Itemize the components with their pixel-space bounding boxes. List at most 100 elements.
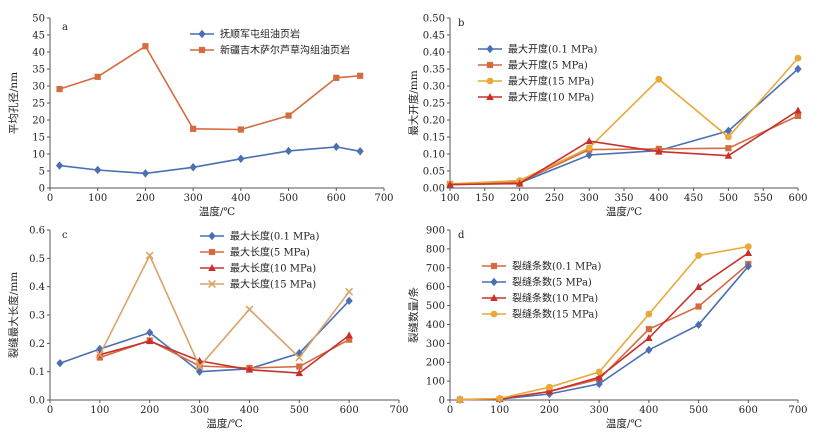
- data-point: [145, 251, 154, 260]
- y-axis-title: 裂缝数量/条: [407, 286, 420, 343]
- y-tick-label: 0.5: [29, 254, 45, 265]
- data-point: [695, 252, 702, 259]
- data-point: [94, 165, 102, 175]
- legend-swatch-marker: [198, 29, 206, 39]
- data-point: [645, 345, 653, 355]
- series-line: [459, 245, 749, 401]
- x-tick-label: 700: [788, 405, 807, 416]
- y-tick-label: 0.00: [423, 184, 445, 195]
- y-tick-label: 0: [439, 396, 445, 407]
- data-point: [190, 125, 197, 132]
- data-point: [694, 283, 703, 291]
- legend-item: 最大长度(5 MPa): [200, 246, 310, 259]
- data-point: [546, 383, 553, 391]
- y-tick-label: 0.05: [423, 167, 445, 178]
- y-tick-label: 500: [426, 301, 445, 312]
- data-point: [285, 112, 292, 119]
- series-line: [449, 115, 799, 185]
- data-point: [595, 379, 603, 389]
- y-tick-label: 25: [32, 99, 45, 110]
- legend-label: 最大开度(5 MPa): [508, 59, 588, 72]
- legend-swatch-marker: [490, 277, 498, 287]
- legend-item: 裂缝条数(0.1 MPa): [482, 260, 601, 273]
- legend-item: 最大开度(15 MPa): [478, 75, 594, 88]
- x-tick-label: 400: [649, 193, 668, 204]
- panel-letter: a: [62, 22, 68, 33]
- y-tick-label: 600: [426, 282, 445, 293]
- x-tick-label: 450: [684, 193, 703, 204]
- y-tick-label: 20: [32, 116, 45, 127]
- panel-letter: d: [458, 230, 465, 241]
- data-point: [545, 387, 554, 395]
- legend: 最大长度(0.1 MPa) 最大长度(5 MPa) 最大长度(10 MPa) 最大长度…: [200, 230, 319, 291]
- legend-swatch-marker: [486, 61, 494, 69]
- data-point: [195, 367, 204, 376]
- legend-label: 裂缝条数(0.1 MPa): [512, 260, 601, 273]
- data-point: [695, 303, 702, 310]
- data-point: [725, 145, 732, 152]
- legend-item: 裂缝条数(5 MPa): [482, 276, 592, 289]
- data-point: [456, 396, 464, 404]
- y-tick-label: 700: [426, 263, 445, 274]
- data-point: [655, 75, 663, 83]
- x-axis-title: 温度/℃: [206, 417, 243, 430]
- y-tick-label: 200: [426, 358, 445, 369]
- legend-label: 最大长度(15 MPa): [230, 278, 316, 291]
- data-point: [245, 305, 254, 314]
- x-tick-label: 200: [510, 193, 529, 204]
- legend-label: 裂缝条数(10 MPa): [512, 292, 598, 305]
- legend: 裂缝条数(0.1 MPa) 裂缝条数(5 MPa) 裂缝条数(10 MPa) 裂缝条数…: [482, 260, 601, 321]
- data-point: [237, 154, 245, 163]
- series-1: [56, 296, 353, 376]
- y-tick-label: 900: [426, 226, 445, 237]
- legend-swatch-marker: [490, 294, 498, 301]
- y-tick-label: 35: [32, 65, 45, 76]
- series-1: [446, 64, 802, 189]
- data-point: [585, 137, 593, 145]
- data-point: [744, 249, 753, 257]
- data-point: [141, 169, 150, 178]
- y-axis-title: 裂缝最大长度/mm: [7, 272, 20, 358]
- legend-swatch-marker: [208, 248, 216, 256]
- series-4: [95, 251, 354, 371]
- data-point: [333, 74, 340, 81]
- data-point: [724, 151, 733, 159]
- series-2: [456, 262, 752, 404]
- data-point: [345, 296, 353, 306]
- series-line: [99, 253, 350, 369]
- x-tick-label: 300: [590, 405, 609, 416]
- y-tick-label: 0.4: [29, 282, 45, 293]
- series-line: [99, 334, 350, 374]
- legend-label: 最大开度(0.1 MPa): [508, 43, 597, 56]
- data-point: [794, 64, 802, 74]
- data-point: [446, 180, 454, 188]
- data-point: [55, 161, 64, 170]
- panel-letter: b: [458, 18, 464, 29]
- y-tick-label: 0.0: [29, 396, 45, 407]
- data-point: [95, 350, 104, 359]
- legend-label: 最大长度(0.1 MPa): [230, 230, 319, 243]
- legend-swatch-marker: [486, 93, 494, 100]
- legend-item: 最大长度(15 MPa): [200, 278, 316, 291]
- data-point: [295, 353, 304, 362]
- series-1: [55, 142, 364, 178]
- data-point: [56, 85, 63, 93]
- y-tick-label: 300: [426, 339, 445, 350]
- series-line: [459, 265, 749, 401]
- x-tick-label: 200: [540, 405, 559, 416]
- legend-item: 裂缝条数(15 MPa): [482, 308, 598, 321]
- data-point: [645, 310, 653, 318]
- legend: 最大开度(0.1 MPa) 最大开度(5 MPa) 最大开度(15 MPa) 最大开度…: [478, 43, 597, 104]
- data-point: [645, 334, 653, 342]
- series-2: [56, 43, 364, 133]
- legend-label: 抚顺军屯组油页岩: [220, 28, 300, 41]
- data-point: [296, 363, 303, 370]
- x-tick-label: 500: [290, 405, 309, 416]
- y-tick-label: 400: [426, 320, 445, 331]
- series-4: [456, 243, 752, 404]
- data-point: [744, 262, 752, 271]
- y-tick-label: 50: [32, 14, 45, 25]
- x-tick-label: 100: [440, 193, 459, 204]
- data-point: [694, 320, 703, 330]
